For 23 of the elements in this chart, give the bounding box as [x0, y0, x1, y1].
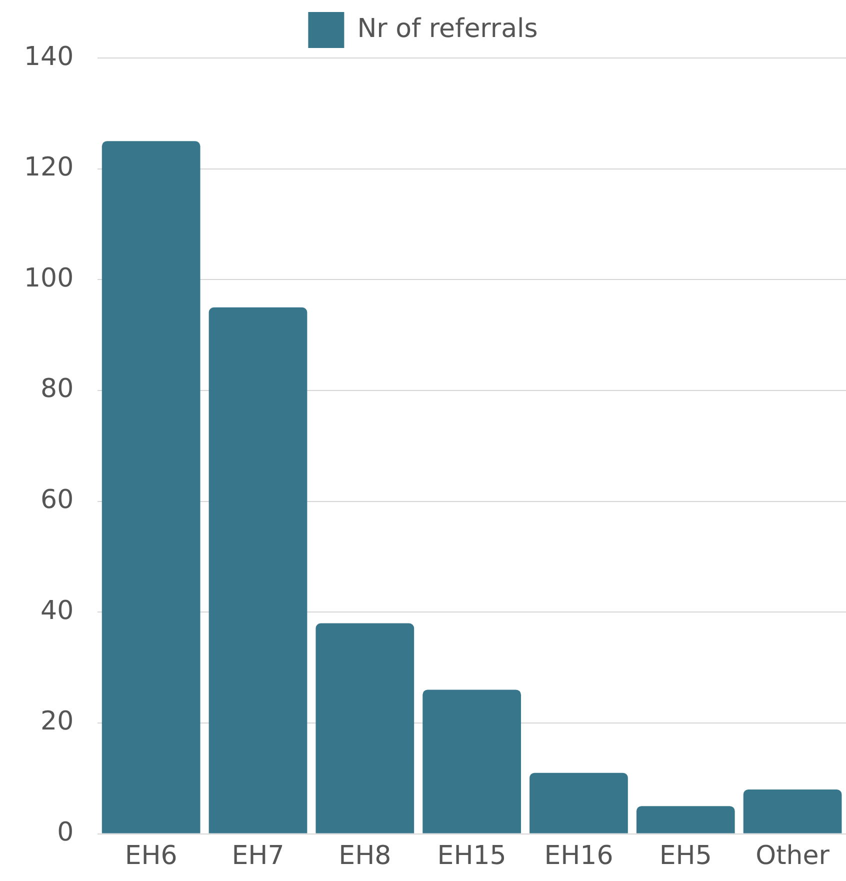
y-tick-label: 140: [24, 42, 74, 72]
y-tick-label: 60: [40, 485, 74, 516]
legend-label: Nr of referrals: [357, 14, 538, 44]
bar: [208, 307, 308, 834]
x-tick-label: EH16: [544, 841, 614, 872]
bar: [422, 690, 521, 834]
bar: [530, 772, 628, 834]
bar: [636, 806, 735, 834]
y-tick-label: 0: [57, 818, 74, 848]
y-tick-label: 20: [40, 706, 74, 737]
x-tick-label: EH7: [232, 841, 284, 872]
y-tick-label: 120: [24, 152, 74, 183]
bar: [743, 789, 842, 834]
y-tick-label: 80: [40, 374, 74, 404]
y-tick-label: 40: [40, 596, 74, 626]
y-tick-label: 100: [24, 263, 74, 294]
x-tick-label: EH5: [659, 841, 712, 872]
x-tick-label: EH8: [338, 841, 392, 872]
bar: [102, 141, 200, 834]
x-tick-label: EH15: [437, 841, 506, 872]
x-tick-label: EH6: [124, 841, 178, 872]
bar: [316, 623, 414, 834]
x-tick-label: Other: [756, 841, 830, 872]
